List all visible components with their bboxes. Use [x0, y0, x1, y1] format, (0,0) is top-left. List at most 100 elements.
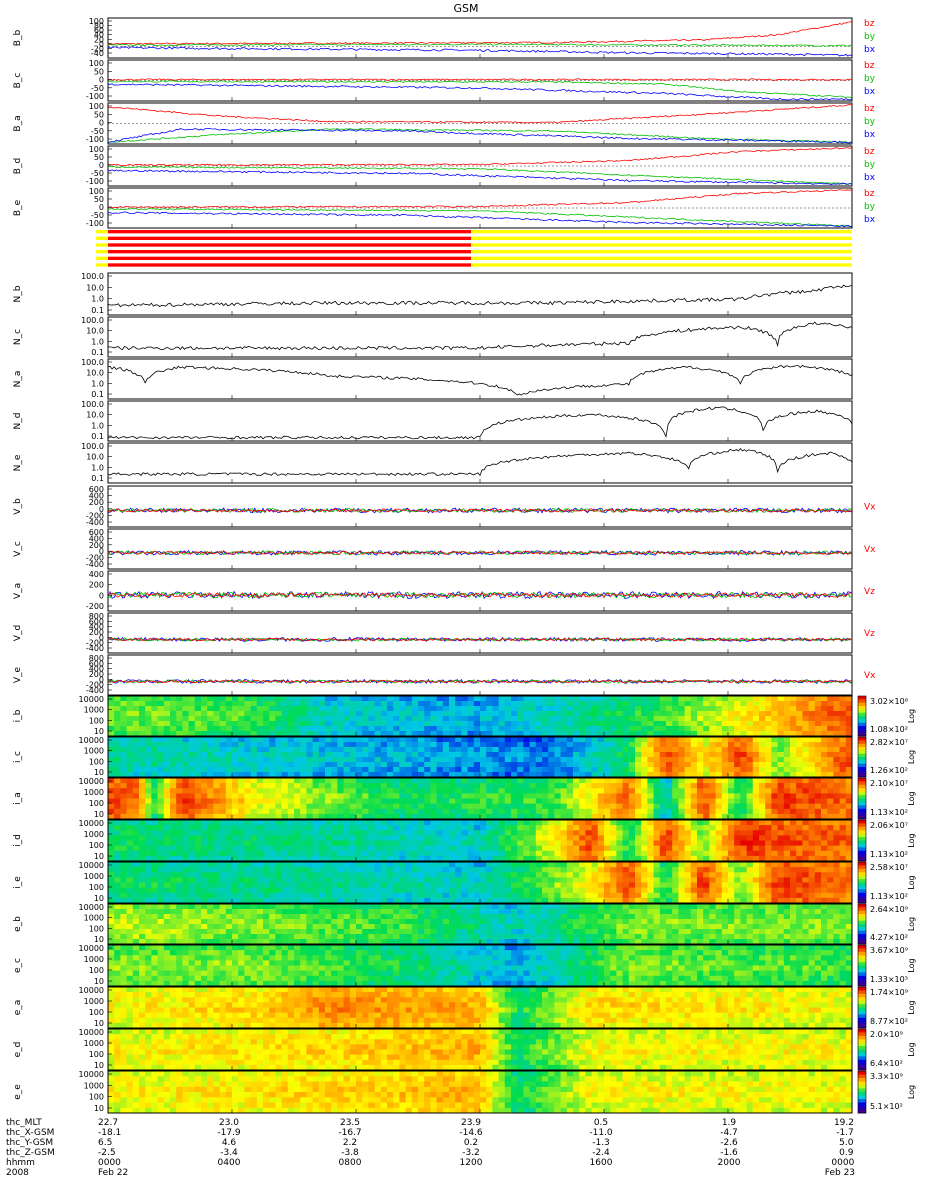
- spectrogram-cell: [492, 793, 499, 799]
- spectrogram-cell: [845, 711, 853, 717]
- spectrogram-cell: [300, 820, 307, 826]
- spectrogram-cell: [690, 772, 698, 778]
- spectrogram-cell: [157, 820, 165, 826]
- spectrogram-cell: [418, 820, 425, 826]
- spectrogram-cell: [126, 882, 134, 888]
- spectrogram-cell: [622, 813, 630, 820]
- spectrogram-cell: [504, 793, 512, 799]
- spectrogram-cell: [461, 862, 468, 868]
- spectrogram-cell: [250, 742, 258, 748]
- spectrogram-cell: [734, 696, 741, 702]
- spectrogram-cell: [157, 783, 165, 789]
- spectrogram-cell: [399, 835, 406, 841]
- spectrogram-cell: [114, 897, 121, 904]
- spectrogram-cell: [337, 767, 344, 773]
- spectrogram-cell: [343, 835, 351, 841]
- spectrogram-cell: [312, 897, 320, 904]
- spectrogram-cell: [740, 855, 747, 862]
- spectrogram-cell: [418, 892, 425, 899]
- spectrogram-cell: [256, 726, 264, 732]
- spectrogram-cell: [461, 783, 468, 789]
- spectrogram-cell: [461, 793, 468, 799]
- spectrogram-cell: [219, 742, 227, 748]
- spectrogram-cell: [604, 762, 611, 768]
- spectrogram-cell: [312, 835, 320, 841]
- spectrogram-cell: [523, 845, 530, 852]
- spectrogram-cell: [591, 825, 599, 831]
- spectrogram-cell: [721, 747, 729, 753]
- spectrogram-cell: [430, 706, 437, 712]
- spectrogram-cell: [188, 803, 196, 810]
- spectrogram-cell: [734, 855, 741, 862]
- spectrogram-cell: [523, 793, 530, 799]
- spectrogram-cell: [628, 793, 636, 799]
- spectrogram-cell: [256, 757, 264, 763]
- spectrogram-cell: [424, 731, 431, 737]
- spectrogram-cell: [752, 803, 760, 810]
- spectrogram-cell: [666, 798, 673, 804]
- spectrogram-cell: [715, 845, 723, 852]
- spectrogram-cell: [430, 855, 437, 862]
- spectrogram-cell: [728, 803, 735, 810]
- spectrogram-cell: [449, 897, 456, 904]
- spectrogram-cell: [126, 887, 134, 894]
- spectrogram-cell: [827, 757, 834, 763]
- spectrogram-cell: [139, 808, 146, 815]
- spectrogram-cell: [560, 862, 568, 868]
- spectrogram-cell: [256, 808, 264, 815]
- spectrogram-cell: [622, 845, 630, 852]
- spectrogram-cell: [709, 813, 716, 820]
- spectrogram-cell: [517, 897, 524, 904]
- spectrogram-cell: [343, 752, 351, 758]
- spectrogram-cell: [356, 867, 363, 873]
- series-Vz-line: [107, 637, 853, 642]
- spectrogram-cell: [120, 742, 127, 748]
- spectrogram-cell: [120, 835, 127, 841]
- spectrogram-cell: [802, 835, 809, 841]
- spectrogram-cell: [647, 757, 654, 763]
- spectrogram-cell: [845, 726, 853, 732]
- ytick-label: 600: [89, 659, 104, 668]
- spectrogram-cell: [300, 716, 307, 722]
- spectrogram-cell: [424, 778, 431, 784]
- spectrogram-cell: [182, 726, 189, 732]
- spectrogram-cell: [225, 897, 233, 904]
- legend-velocity: Vx: [864, 545, 876, 555]
- spectrogram-cell: [176, 778, 183, 784]
- spectrogram-cell: [349, 742, 357, 748]
- spectrogram-cell: [628, 778, 636, 784]
- spectrogram-cell: [418, 747, 425, 753]
- spectrogram-cell: [430, 867, 437, 873]
- ytick-label: 800: [89, 654, 104, 663]
- spectrogram-cell: [461, 835, 468, 841]
- spectrogram-cell: [511, 803, 518, 810]
- spectrogram-cell: [529, 813, 537, 820]
- spectrogram-cell: [114, 721, 121, 727]
- ylabel: N_a: [13, 371, 23, 388]
- spectrogram-cell: [752, 742, 760, 748]
- spectrogram-cell: [287, 752, 295, 758]
- spectrogram-cell: [275, 783, 282, 789]
- ytick-label: -50: [91, 127, 104, 136]
- spectrogram-cell: [163, 798, 171, 804]
- spectrogram-cell: [635, 726, 642, 732]
- spectrogram-cell: [387, 845, 394, 852]
- spectrogram-cell: [163, 862, 171, 868]
- spectrogram-cell: [306, 840, 313, 846]
- spectrogram-cell: [300, 813, 307, 820]
- spectrogram-cell: [176, 798, 183, 804]
- spectrogram-cell: [790, 696, 797, 702]
- spectrogram-cell: [188, 867, 196, 873]
- state-stripe-bad: [108, 243, 472, 247]
- legend-velocity: Vx: [864, 671, 876, 681]
- spectrogram-cell: [740, 726, 747, 732]
- spectrogram-cell: [250, 752, 258, 758]
- spectrogram-cell: [393, 711, 400, 717]
- spectrogram-cell: [349, 867, 357, 873]
- spectrogram-cell: [294, 696, 301, 702]
- spectrogram-cell: [492, 696, 499, 702]
- spectrogram-cell: [281, 711, 289, 717]
- spectrogram-cell: [480, 877, 487, 883]
- spectrogram-cell: [219, 850, 227, 857]
- spectrogram-cell: [523, 820, 530, 826]
